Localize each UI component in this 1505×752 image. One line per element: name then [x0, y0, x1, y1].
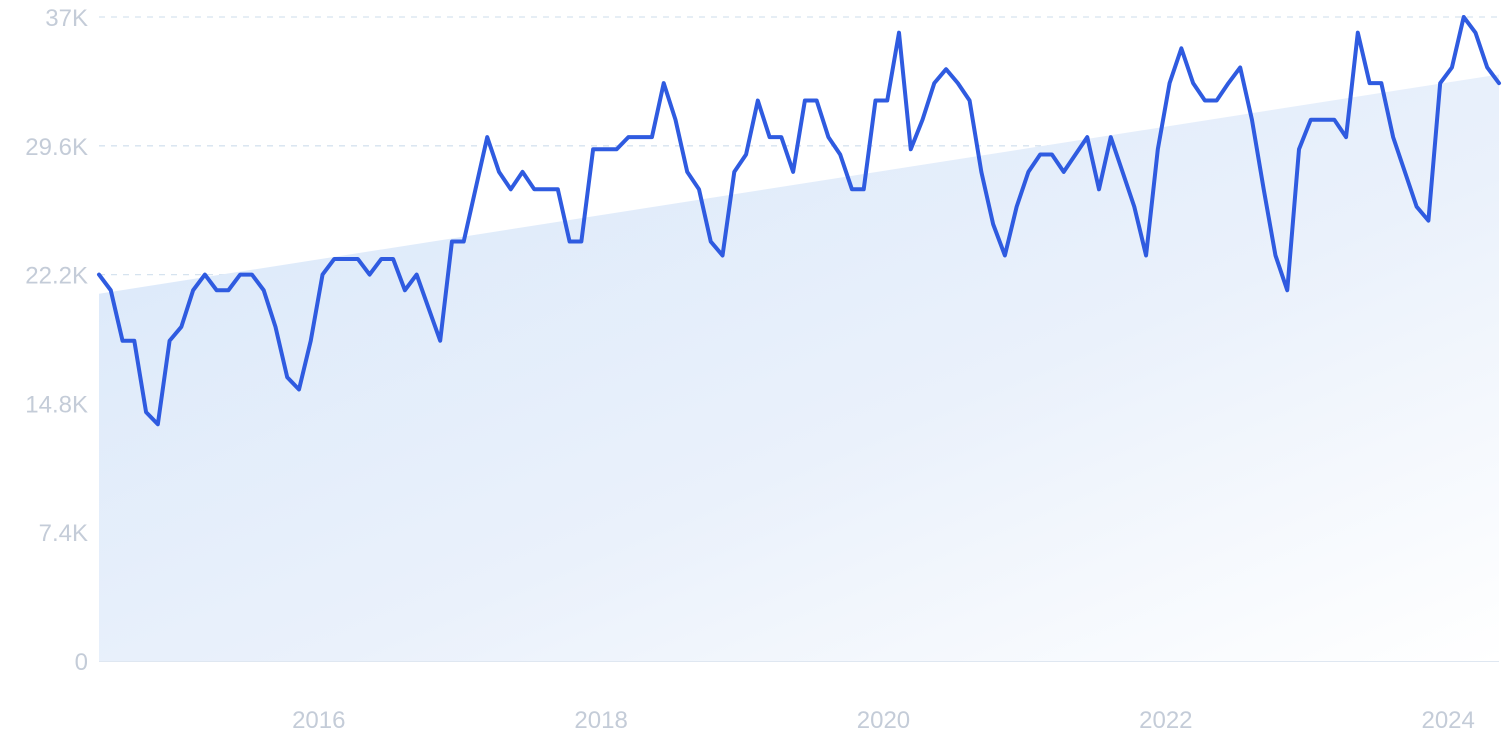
y-axis: 0 7.4K 14.8K 22.2K 29.6K 37K	[25, 5, 88, 676]
series-line	[97, 15, 1501, 427]
x-axis: 2016 2018 2020 2022 2024	[292, 707, 1475, 734]
y-tick-label: 37K	[45, 5, 88, 32]
x-tick-label: 2018	[574, 707, 627, 734]
y-tick-label: 22.2K	[25, 263, 88, 290]
trend-layer	[99, 74, 1499, 661]
y-tick-label: 14.8K	[25, 391, 88, 418]
x-tick-label: 2022	[1139, 707, 1192, 734]
y-tick-label: 7.4K	[39, 520, 88, 547]
series-layer	[97, 15, 1501, 427]
trend-area	[99, 74, 1499, 661]
x-tick-label: 2020	[857, 707, 910, 734]
y-tick-label: 29.6K	[25, 134, 88, 161]
y-tick-label: 0	[75, 649, 88, 676]
x-tick-label: 2016	[292, 707, 345, 734]
x-tick-label: 2024	[1421, 707, 1474, 734]
